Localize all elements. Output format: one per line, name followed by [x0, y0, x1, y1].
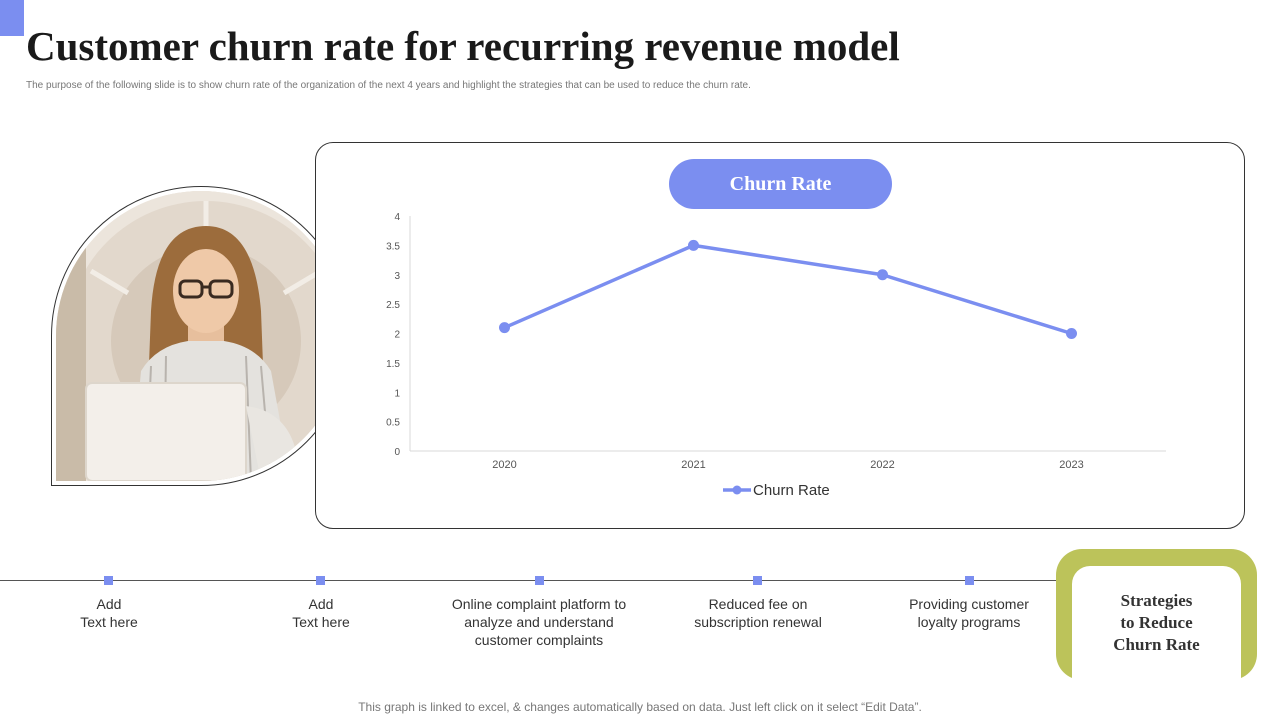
page-subtitle: The purpose of the following slide is to… — [26, 80, 751, 91]
footer-note: This graph is linked to excel, & changes… — [358, 700, 922, 714]
x-tick-label: 2020 — [492, 459, 516, 471]
y-tick-label: 4 — [394, 212, 400, 223]
timeline-marker — [104, 576, 113, 585]
y-tick-label: 3 — [394, 271, 400, 282]
timeline-item-4: Reduced fee on subscription renewal — [694, 596, 822, 630]
y-tick-label: 0.5 — [386, 418, 400, 429]
churn-rate-line-chart[interactable]: 0 0.5 1 1.5 2 2.5 3 3.5 4 2020 2021 2022 2023 Churn… — [315, 142, 1245, 529]
data-point[interactable] — [877, 269, 888, 281]
y-tick-label: 2 — [394, 330, 400, 341]
timeline-item-1: Add Text here — [80, 596, 138, 630]
page-title: Customer churn rate for recurring revenu… — [26, 23, 900, 69]
x-tick-label: 2022 — [870, 459, 894, 471]
legend-marker-icon — [732, 485, 742, 495]
legend-label: Churn Rate — [753, 482, 830, 499]
timeline-item-5: Providing customer loyalty programs — [909, 596, 1029, 630]
y-tick-label: 1 — [394, 388, 400, 399]
woman-with-laptop-photo — [56, 191, 346, 481]
y-tick-label: 2.5 — [386, 300, 400, 311]
x-tick-label: 2021 — [681, 459, 705, 471]
data-point[interactable] — [499, 322, 510, 334]
timeline-marker — [316, 576, 325, 585]
corner-accent — [0, 0, 24, 36]
series-line-churn-rate — [503, 243, 1073, 336]
timeline-item-2: Add Text here — [292, 596, 350, 630]
y-tick-label: 0 — [394, 447, 400, 458]
timeline-marker — [535, 576, 544, 585]
data-point[interactable] — [1066, 328, 1077, 339]
timeline-marker — [753, 576, 762, 585]
data-point[interactable] — [688, 239, 699, 251]
chart-legend: Churn Rate — [723, 482, 830, 499]
chart-heading-pill: Churn Rate — [669, 159, 892, 209]
timeline-item-3: Online complaint platform to analyze and … — [451, 596, 627, 648]
timeline-marker — [965, 576, 974, 585]
y-tick-label: 1.5 — [386, 359, 400, 370]
strategies-box: Strategies to Reduce Churn Rate — [1072, 566, 1241, 680]
x-tick-label: 2023 — [1059, 459, 1083, 471]
y-tick-label: 3.5 — [386, 241, 400, 252]
